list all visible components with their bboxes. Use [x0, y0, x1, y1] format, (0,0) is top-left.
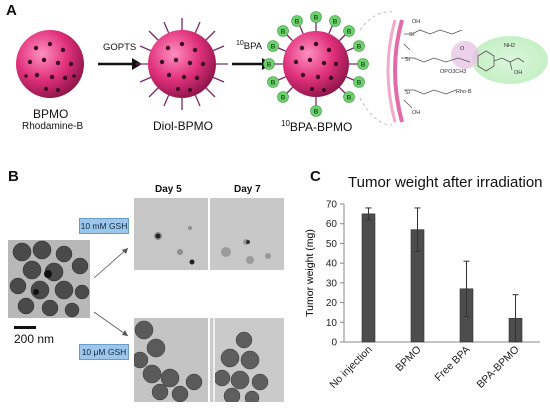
- bar: [361, 213, 376, 343]
- bead-label: B: [347, 95, 352, 102]
- bpa-bpmo-text: BPA-BPMO: [289, 120, 353, 134]
- arrow-label-gopts: GOPTS: [103, 42, 137, 53]
- arrow-label-text: BPA: [243, 41, 263, 53]
- bpa-bpmo-label: 10BPA-BPMO: [281, 119, 352, 134]
- chem-label: OH: [412, 110, 420, 116]
- panel-a-scheme: B B B B B B B B B B B B B B: [16, 11, 548, 126]
- y-tick-label: 40: [326, 259, 338, 270]
- svg-text:Si: Si: [409, 32, 414, 38]
- y-axis-label: Tumor weight (mg): [304, 229, 316, 317]
- panel-b-arrows: [93, 247, 129, 337]
- y-tick-label: 70: [326, 200, 338, 211]
- y-tick-label: 50: [326, 239, 338, 250]
- y-tick-label: 30: [326, 278, 338, 289]
- svg-text:Si: Si: [405, 57, 410, 63]
- bead-label: B: [361, 62, 366, 69]
- tem-image-initial: [8, 240, 90, 318]
- bead-label: B: [314, 15, 319, 22]
- svg-text:Si: Si: [405, 90, 410, 96]
- day-label-7: Day 7: [234, 184, 261, 195]
- x-tick-label: Free BPA: [432, 344, 472, 384]
- y-axis: 0 10 20 30 40 50 60 70: [326, 200, 540, 349]
- bead-label: B: [314, 109, 319, 116]
- bead-label: B: [281, 95, 286, 102]
- bpmo-label: BPMO: [33, 107, 69, 121]
- tem-image-10um-day7: [210, 318, 284, 402]
- y-tick-label: 20: [326, 298, 338, 309]
- bead-label: B: [357, 44, 362, 51]
- y-tick-label: 60: [326, 219, 338, 230]
- rhodamine-label: Rhodamine-B: [22, 121, 84, 132]
- arrow-gopts: [98, 58, 142, 70]
- tem-image-10mm-day5: [134, 198, 208, 270]
- bead-label: B: [271, 80, 276, 87]
- scale-bar: [14, 326, 36, 329]
- panel-a-letter: A: [6, 2, 17, 19]
- zoom-lines: [359, 11, 393, 126]
- x-tick-label: BPA-BPMO: [474, 344, 521, 391]
- bead-label: B: [281, 29, 286, 36]
- isotope-superscript: 10: [236, 40, 244, 47]
- x-axis-labels: No injection BPMO Free BPA BPA-BPMO: [327, 344, 521, 391]
- gsh-label-10mm: 10 mM GSH: [79, 218, 129, 234]
- gsh-label-10um: 10 μM GSH: [79, 344, 129, 360]
- chem-label: OPO3CH3: [440, 69, 466, 75]
- panel-b-letter: B: [8, 168, 19, 185]
- bead-label: B: [271, 44, 276, 51]
- tem-image-10um-day5: [134, 318, 208, 402]
- chem-label: NH2: [504, 43, 515, 49]
- diol-bpmo-particle: [136, 18, 228, 110]
- isotope-superscript: 10: [281, 119, 290, 128]
- scale-bar-label: 200 nm: [14, 332, 55, 346]
- x-tick-label: BPMO: [393, 344, 423, 374]
- chem-label: OH: [514, 70, 522, 76]
- tem-image-10mm-day7: [210, 198, 284, 270]
- bpmo-particle: [16, 30, 84, 98]
- bead-label: B: [357, 80, 362, 87]
- bpa-bpmo-particle: B B B B B B B B B B B B B B: [263, 11, 369, 117]
- diol-bpmo-label: Diol-BPMO: [153, 119, 214, 133]
- x-tick-label: No injection: [327, 344, 374, 391]
- bead-label: B: [295, 19, 300, 26]
- chem-label: OH: [412, 19, 420, 25]
- bead-label: B: [347, 29, 352, 36]
- chem-label: Rho-B: [456, 89, 472, 95]
- y-tick-label: 10: [326, 318, 338, 329]
- tumor-weight-chart: Tumor weight (mg) 0 10 20 30 40 50 60 70 No inj…: [304, 200, 540, 391]
- bead-label: B: [333, 19, 338, 26]
- chem-label: O: [460, 46, 465, 52]
- bars: [361, 207, 523, 343]
- day-label-5: Day 5: [155, 184, 182, 195]
- y-tick-label: 0: [331, 338, 337, 349]
- chart-title: Tumor weight after irradiation: [348, 174, 543, 191]
- bead-label: B: [267, 62, 272, 69]
- chemical-structure: Si OH Si Si OPO3CH3 NH2 OH O Rho-B OH: [386, 19, 548, 123]
- arrow-label-10bpa: 10BPA: [236, 40, 262, 52]
- panel-c-letter: C: [310, 168, 321, 185]
